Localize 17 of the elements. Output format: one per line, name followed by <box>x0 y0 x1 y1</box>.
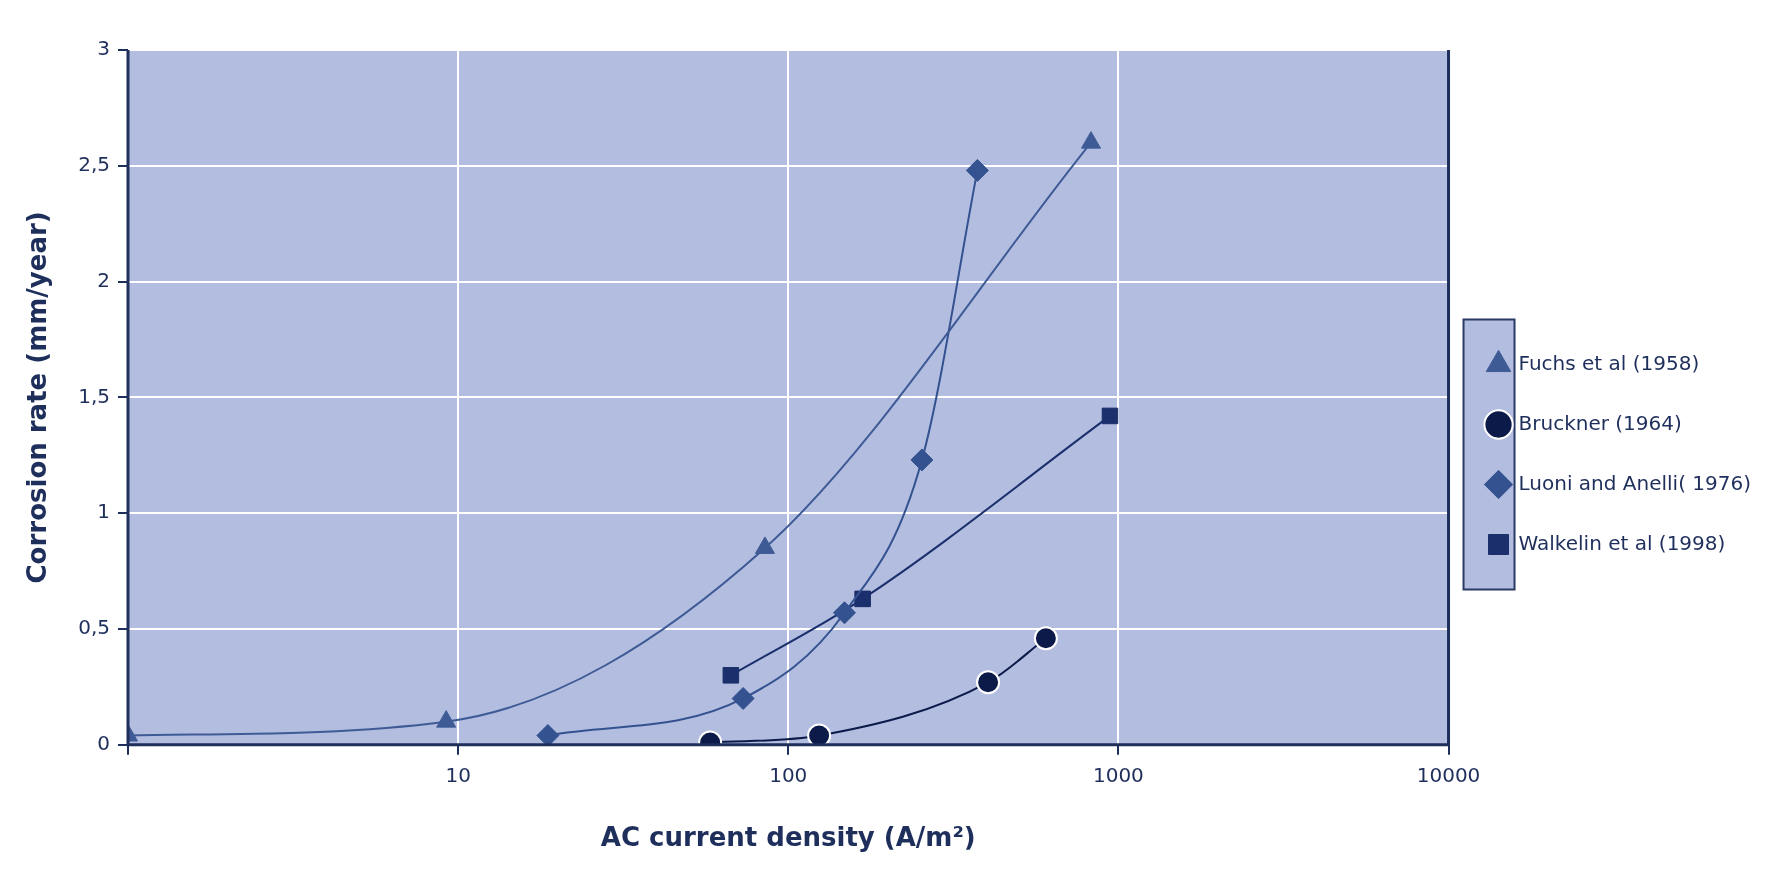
legend-label: Fuchs et al (1958) <box>1518 350 1700 375</box>
legend-label: Walkelin et al (1998) <box>1518 530 1726 555</box>
y-tick-label: 2 <box>97 267 111 292</box>
y-tick-label: 3 <box>97 36 111 61</box>
y-tick-label: 1,5 <box>78 383 111 408</box>
x-tick-label: 10000 <box>1416 763 1481 787</box>
y-tick-label: 0 <box>97 731 111 755</box>
y-tick-label: 2,5 <box>78 152 111 176</box>
legend-label: Luoni and Anelli( 1976) <box>1518 470 1752 495</box>
x-tick-label: 10 <box>445 763 471 787</box>
legend-label: Bruckner (1964) <box>1518 410 1682 435</box>
y-tick-label: 0,5 <box>78 615 111 640</box>
x-tick-label: 100 <box>769 763 808 787</box>
y-tick-label: 1 <box>97 499 111 524</box>
y-axis-title: Corrosion rate (mm/year) <box>22 211 53 584</box>
x-tick-label: 1000 <box>1092 763 1144 787</box>
x-axis-title: AC current density (A/m²) <box>600 822 976 853</box>
